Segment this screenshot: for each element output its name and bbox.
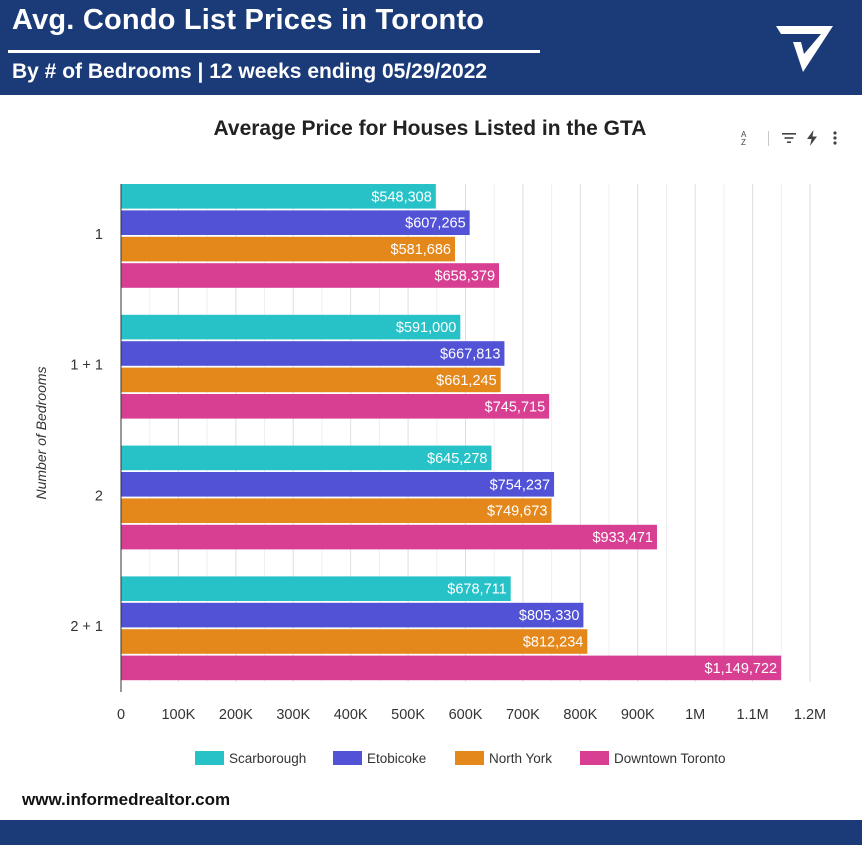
sort-az-icon[interactable]: A Z — [737, 128, 757, 148]
bar[interactable] — [121, 629, 588, 654]
bar[interactable] — [121, 472, 555, 497]
data-label: $745,715 — [485, 399, 545, 415]
x-tick-label: 600K — [449, 707, 483, 723]
checkmark-triangle-logo — [776, 26, 833, 72]
legend-swatch — [455, 751, 484, 765]
x-tick-label: 1M — [685, 707, 705, 723]
bar[interactable] — [121, 576, 511, 601]
data-label: $645,278 — [427, 451, 487, 467]
bar-chart: $548,308 $607,265 $581,686 $658,379 $591,000… — [33, 184, 826, 766]
data-label: $1,149,722 — [705, 661, 778, 677]
bar[interactable] — [121, 655, 782, 681]
x-tick-label: 100K — [161, 707, 195, 723]
page-subtitle: By # of Bedrooms | 12 weeks ending 05/29… — [12, 60, 488, 83]
header-banner: Avg. Condo List Prices in Toronto By # o… — [0, 0, 862, 95]
category-label: 2 + 1 — [70, 619, 103, 635]
bar[interactable] — [121, 236, 455, 262]
x-tick-label: 0 — [117, 707, 125, 723]
bars: $548,308 $607,265 $581,686 $658,379 $591,000… — [121, 184, 782, 681]
bar[interactable] — [121, 602, 584, 628]
data-label: $812,234 — [523, 635, 583, 651]
website-url[interactable]: www.informedrealtor.com — [22, 790, 231, 809]
data-label: $607,265 — [405, 216, 465, 232]
bar[interactable] — [121, 445, 492, 471]
data-label: $667,813 — [440, 347, 500, 363]
chart-toolbar: A Z — [735, 128, 845, 150]
legend-label: North York — [489, 751, 552, 766]
category-label: 1 — [95, 227, 103, 243]
toolbar-separator — [768, 131, 769, 146]
filter-icon[interactable] — [779, 128, 799, 148]
axes: 1 1 + 1 2 2 + 1 0 100K 200K 300K 400K 500K 600K 700… — [70, 184, 826, 723]
bar[interactable] — [121, 341, 505, 366]
bar[interactable] — [121, 394, 550, 419]
data-label: $754,237 — [490, 477, 550, 493]
x-tick-label: 300K — [276, 707, 310, 723]
x-tick-label: 500K — [391, 707, 425, 723]
bar[interactable] — [121, 210, 470, 235]
legend-label: Scarborough — [229, 751, 306, 766]
category-label: 1 + 1 — [70, 358, 103, 374]
legend-item[interactable]: Etobicoke — [333, 751, 426, 766]
bolt-icon[interactable] — [802, 128, 822, 148]
legend-swatch — [580, 751, 609, 765]
category-label: 2 — [95, 488, 103, 504]
data-label: $658,379 — [435, 269, 495, 285]
bar[interactable] — [121, 314, 461, 340]
x-tick-label: 1.2M — [794, 707, 826, 723]
footer-bar — [0, 820, 862, 845]
more-vert-icon[interactable] — [825, 128, 845, 148]
bar[interactable] — [121, 524, 657, 550]
bar[interactable] — [121, 263, 500, 288]
data-label: $581,686 — [391, 242, 451, 258]
page-title: Avg. Condo List Prices in Toronto — [12, 4, 485, 36]
x-tick-label: 1.1M — [736, 707, 768, 723]
data-label: $661,245 — [436, 373, 496, 389]
data-label: $933,471 — [592, 530, 652, 546]
data-label: $591,000 — [396, 320, 456, 336]
x-tick-label: 900K — [621, 707, 655, 723]
bar[interactable] — [121, 498, 552, 523]
y-axis-label: Number of Bedrooms — [33, 366, 49, 499]
legend-item[interactable]: Downtown Toronto — [580, 751, 726, 766]
data-label: $548,308 — [371, 189, 431, 205]
data-label: $749,673 — [487, 504, 547, 520]
legend-label: Downtown Toronto — [614, 751, 726, 766]
x-tick-label: 700K — [506, 707, 540, 723]
legend-item[interactable]: North York — [455, 751, 552, 766]
legend-label: Etobicoke — [367, 751, 426, 766]
legend-swatch — [333, 751, 362, 765]
x-tick-label: 400K — [334, 707, 368, 723]
bar[interactable] — [121, 184, 436, 209]
x-tick-label: 800K — [563, 707, 597, 723]
legend: Scarborough Etobicoke North York Downtown T… — [195, 751, 726, 766]
legend-swatch — [195, 751, 224, 765]
sort-az-label: A Z — [741, 130, 746, 147]
legend-item[interactable]: Scarborough — [195, 751, 306, 766]
bar[interactable] — [121, 367, 501, 393]
title-divider — [8, 50, 540, 53]
data-label: $678,711 — [447, 582, 506, 598]
x-tick-label: 200K — [219, 707, 253, 723]
chart-title: Average Price for Houses Listed in the G… — [213, 117, 647, 140]
data-label: $805,330 — [519, 608, 579, 624]
